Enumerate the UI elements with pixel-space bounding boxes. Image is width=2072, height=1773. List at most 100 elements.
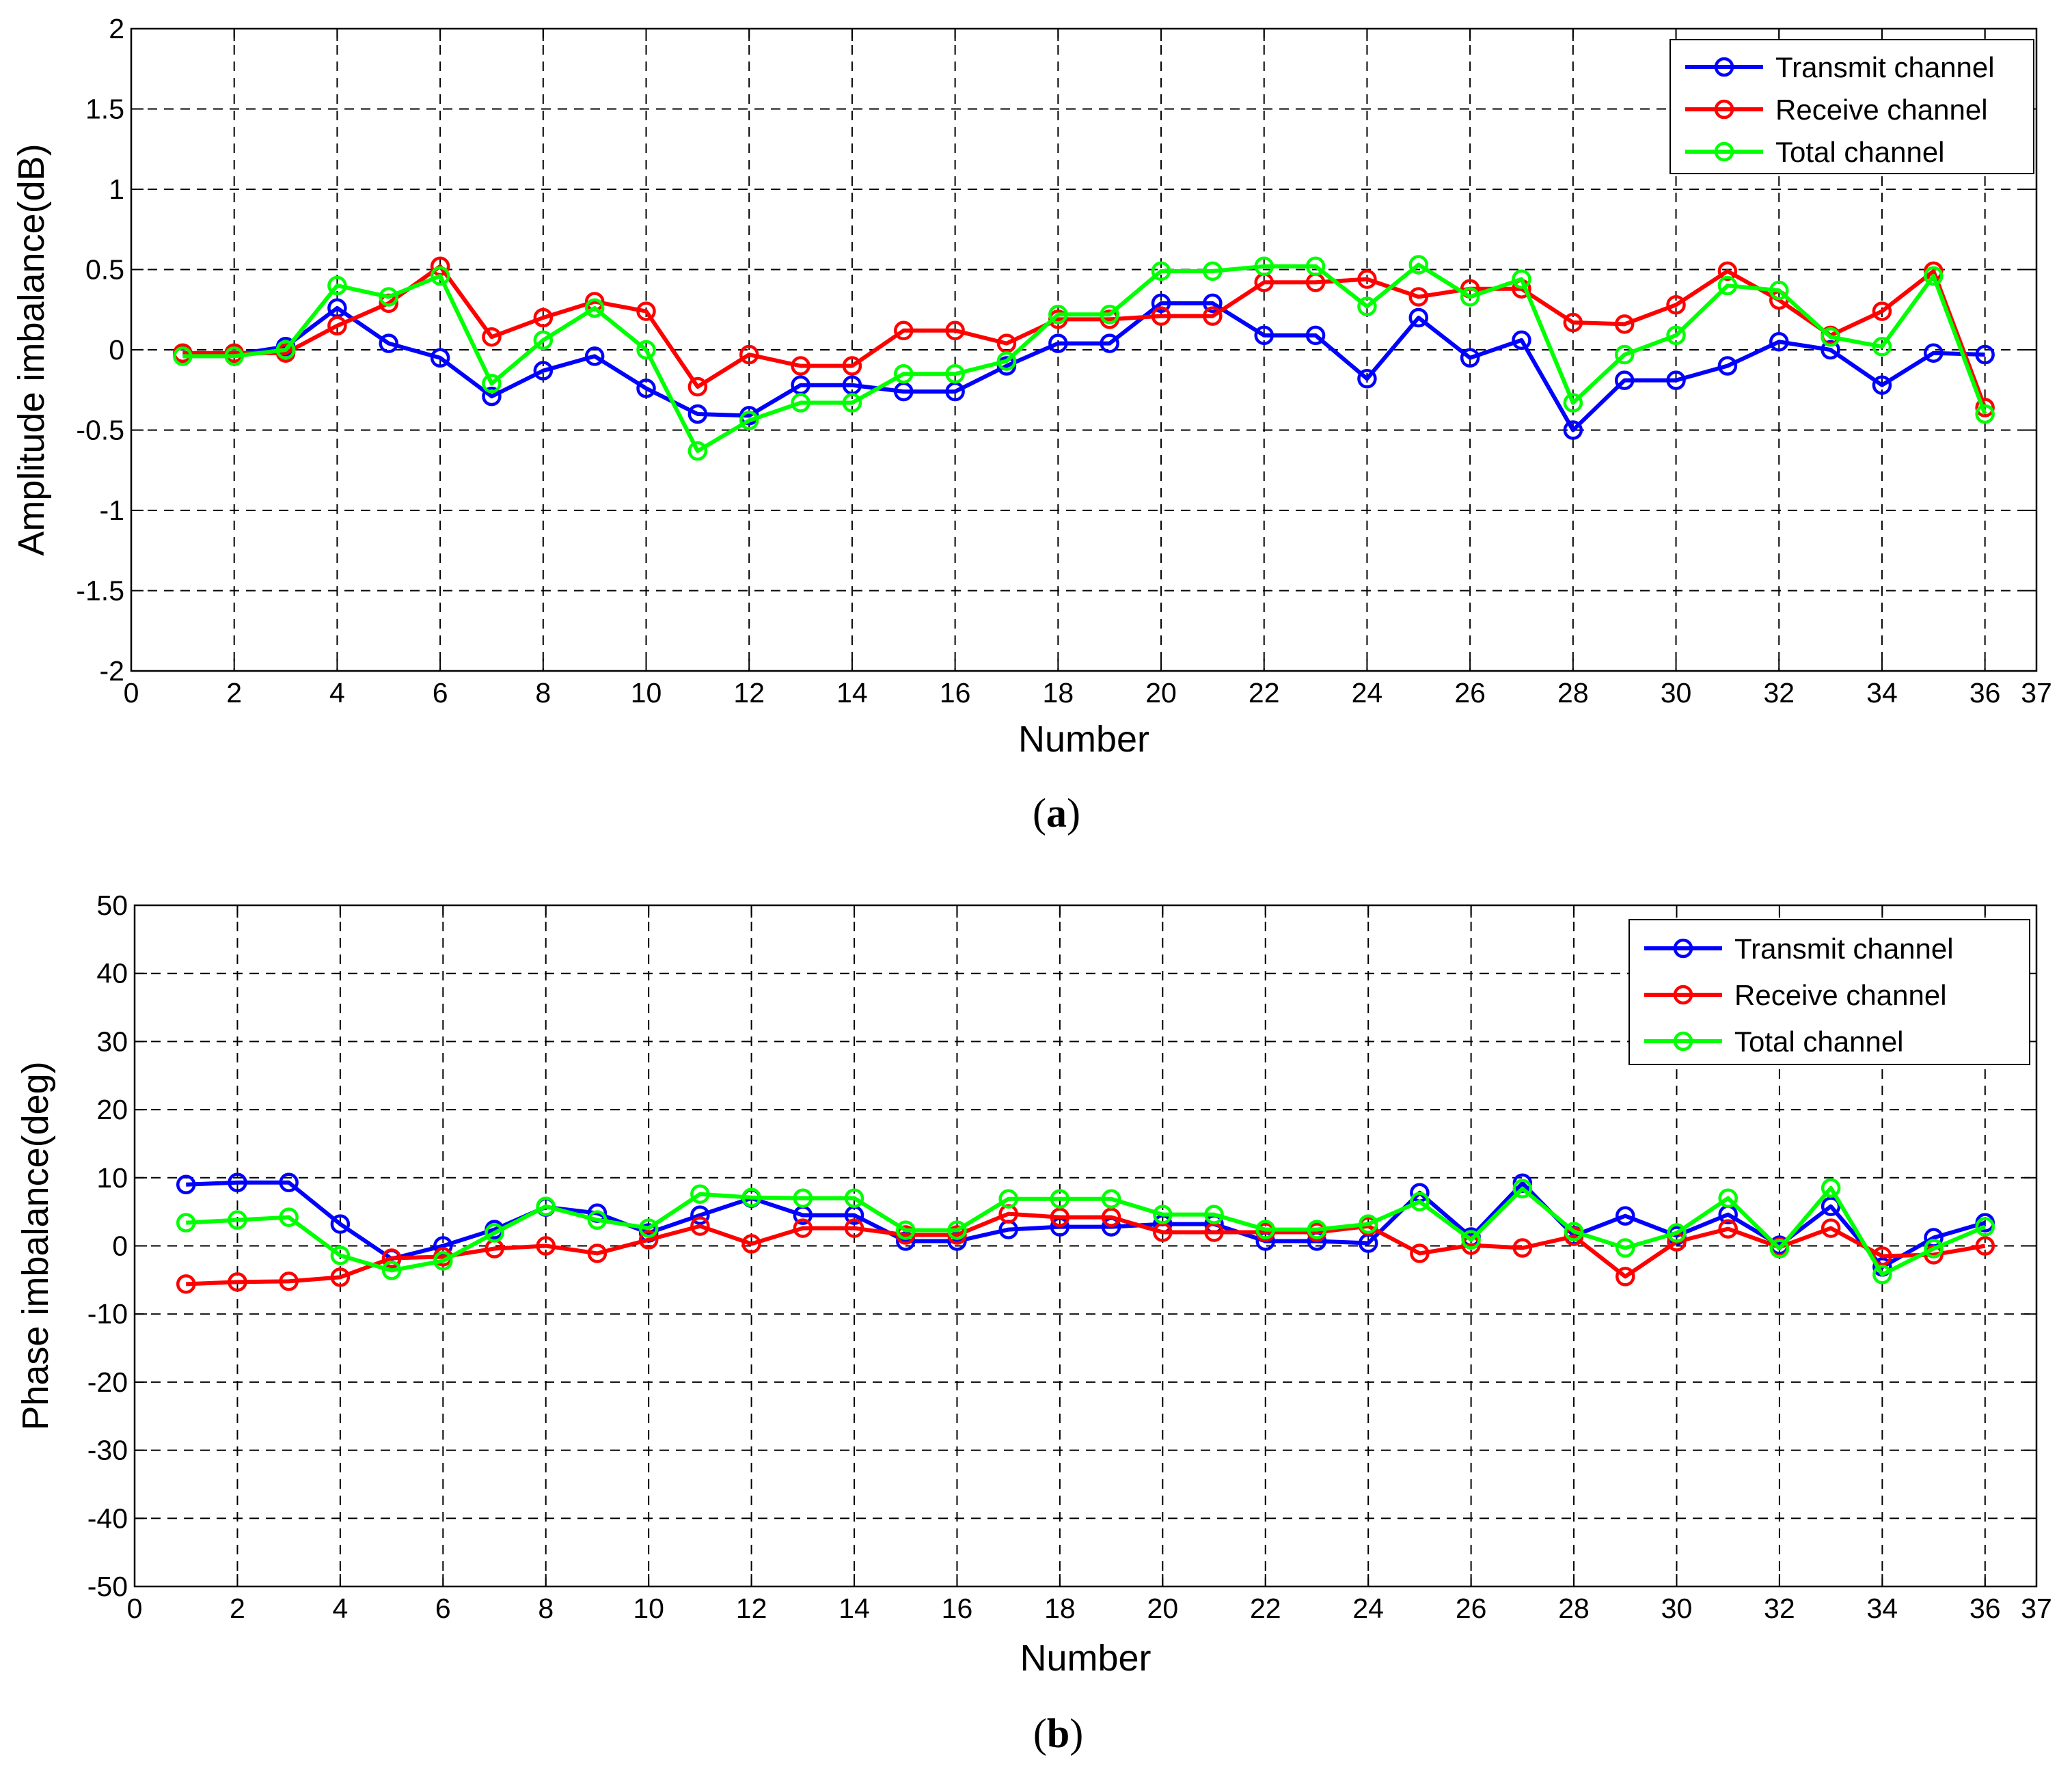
panel-caption: (b) <box>1033 1711 1083 1756</box>
x-tick-label: 32 <box>1763 677 1795 709</box>
x-tick-label: 14 <box>839 1593 870 1624</box>
series-line <box>186 1185 1986 1277</box>
x-axis-label: Number <box>1018 719 1149 760</box>
legend-item: Receive channel <box>1644 979 1947 1011</box>
legend-item: Total channel <box>1685 136 1945 168</box>
data-point <box>1100 333 1119 353</box>
x-tick-label: 16 <box>942 1593 973 1624</box>
data-point <box>1408 287 1429 307</box>
data-point <box>279 1207 299 1227</box>
x-tick-label: 14 <box>836 677 868 709</box>
data-point <box>844 1188 864 1208</box>
x-tick-label: 22 <box>1249 677 1280 709</box>
y-tick-label: 0.5 <box>85 254 124 286</box>
data-point <box>1408 307 1429 328</box>
data-point <box>1048 333 1068 353</box>
data-point <box>533 361 554 381</box>
data-point <box>279 1272 299 1291</box>
data-point <box>482 374 502 394</box>
data-point <box>996 351 1017 371</box>
data-point <box>1821 1196 1841 1216</box>
data-point <box>1872 1246 1892 1266</box>
data-point <box>533 307 554 328</box>
x-tick-label: 10 <box>631 677 662 709</box>
data-point <box>1666 370 1686 390</box>
data-point <box>844 1218 864 1238</box>
data-point <box>228 1172 247 1193</box>
data-point <box>690 1205 710 1225</box>
x-tick-label: 16 <box>940 677 971 709</box>
data-point <box>1050 1189 1070 1209</box>
data-point <box>1357 269 1377 289</box>
y-axis-label: Amplitude imbalance(dB) <box>11 143 52 555</box>
x-tick-label: 10 <box>633 1593 664 1624</box>
data-point <box>1718 1188 1738 1208</box>
data-point <box>1307 1220 1327 1239</box>
y-tick-label: -1 <box>100 495 124 526</box>
data-point <box>1821 1218 1841 1238</box>
data-point <box>1357 369 1377 389</box>
x-tick-label: 20 <box>1147 1593 1179 1624</box>
data-point <box>1050 1207 1070 1227</box>
data-point <box>1101 1189 1121 1209</box>
data-point <box>1821 340 1840 360</box>
legend: Transmit channel Receive channel Total cha… <box>1628 919 2030 1065</box>
data-point <box>638 1230 659 1250</box>
data-point <box>842 393 862 413</box>
data-point <box>895 1231 916 1251</box>
x-tick-label: 26 <box>1454 677 1486 709</box>
data-point <box>1151 293 1171 314</box>
data-point <box>1563 312 1583 333</box>
data-point <box>1151 261 1171 281</box>
x-tick-label: 12 <box>733 677 765 709</box>
data-point <box>279 1172 299 1193</box>
data-point <box>687 404 708 424</box>
data-point <box>587 1210 608 1230</box>
series-line <box>182 262 1987 454</box>
data-point <box>1872 375 1892 395</box>
legend-marker <box>1714 141 1734 162</box>
data-point <box>1924 266 1944 286</box>
data-point <box>1872 301 1892 321</box>
data-point <box>1975 1236 1995 1256</box>
data-point <box>584 346 605 366</box>
caption-letter: b <box>1047 1711 1069 1756</box>
data-point <box>636 340 656 360</box>
y-tick-label: -50 <box>87 1571 128 1602</box>
legend-label: Total channel <box>1775 136 1945 168</box>
data-point <box>1821 327 1840 347</box>
y-tick-label: 0 <box>109 334 124 366</box>
data-point <box>1460 348 1480 368</box>
y-tick-label: -40 <box>87 1502 128 1534</box>
legend-marker <box>1673 985 1693 1005</box>
x-tick-label: 2 <box>230 1593 245 1624</box>
data-point <box>536 1236 556 1256</box>
y-tick-label: 0 <box>112 1231 128 1262</box>
data-point <box>1666 325 1686 346</box>
data-point <box>1512 330 1531 351</box>
data-point <box>1769 1239 1790 1259</box>
legend-item: Total channel <box>1644 1026 1904 1058</box>
data-point <box>330 1246 351 1265</box>
data-point <box>1924 1239 1944 1259</box>
data-point <box>1305 256 1326 277</box>
data-point <box>430 266 450 286</box>
data-point <box>327 316 347 335</box>
data-point <box>1048 305 1068 325</box>
y-tick-label: 30 <box>96 1026 128 1057</box>
data-point <box>1975 398 1995 417</box>
data-point <box>1410 1192 1430 1211</box>
x-tick-label: 24 <box>1352 677 1383 709</box>
data-point <box>638 1218 659 1238</box>
data-point <box>894 364 914 384</box>
data-point <box>327 275 347 296</box>
data-point <box>1718 1219 1738 1239</box>
data-point <box>379 333 399 353</box>
series-line <box>182 264 1987 409</box>
data-point <box>228 1210 247 1230</box>
data-point <box>894 320 914 341</box>
caption-close: ) <box>1069 1711 1083 1756</box>
series-total-channel <box>173 255 1995 461</box>
y-tick-label: 1 <box>109 174 124 205</box>
y-axis-label: Phase imbalance(deg) <box>15 1061 56 1430</box>
